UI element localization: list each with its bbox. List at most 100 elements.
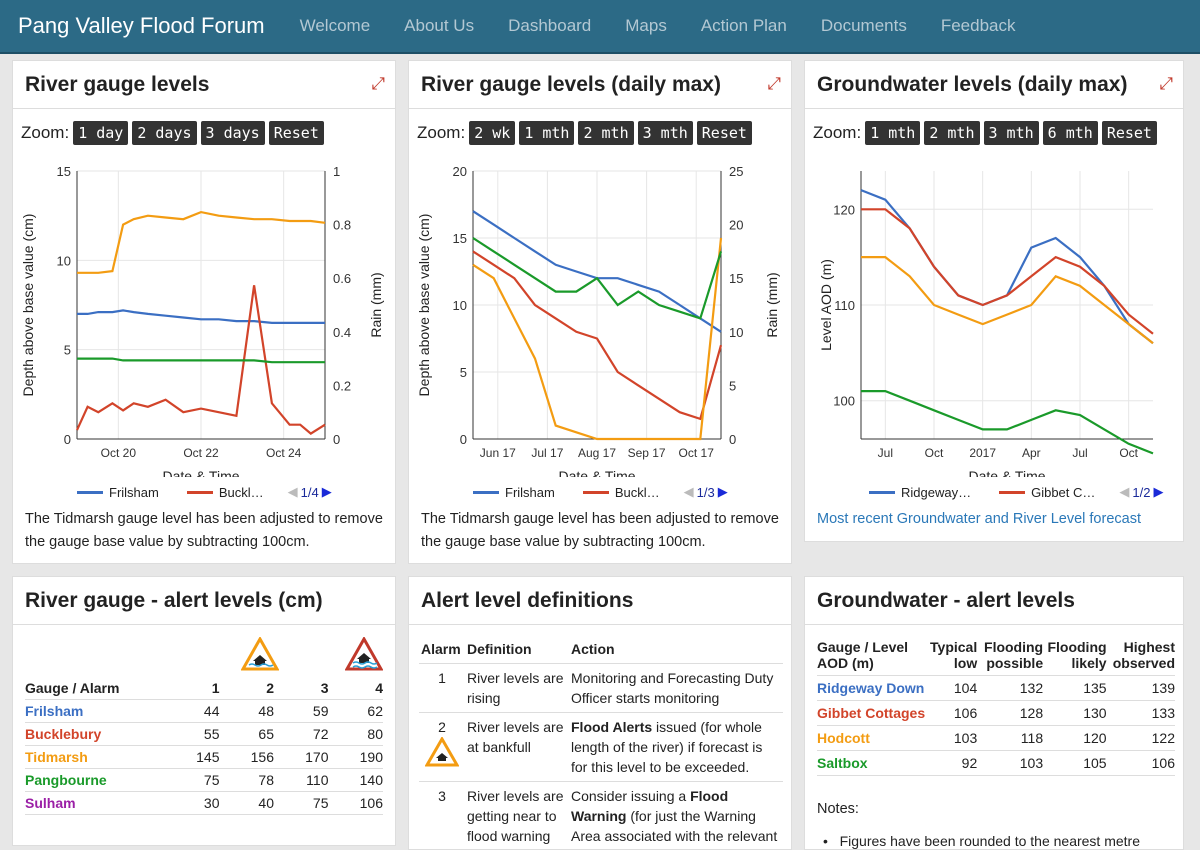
triangle-right-icon[interactable]: ▶ xyxy=(1153,484,1164,499)
nav-welcome[interactable]: Welcome xyxy=(299,16,371,35)
zoom-2-mth-button[interactable]: 2 mth xyxy=(578,121,634,145)
triangle-right-icon[interactable]: ▶ xyxy=(321,484,332,499)
zoom-3-days-button[interactable]: 3 days xyxy=(200,121,265,145)
legend-item[interactable]: Gibbet C… xyxy=(1031,484,1096,500)
y2-tick-label: 0 xyxy=(333,432,340,447)
y-tick-label: 15 xyxy=(453,231,467,246)
gauge-name: Bucklebury xyxy=(25,722,165,746)
daily-max-chart[interactable]: 0 5 10 15 20 Jun 17 Jul 17 Aug 17 Sep 17 Oct 17 0 5… xyxy=(409,157,792,477)
header-cell: Highest observed xyxy=(1106,635,1175,676)
gauge-name: Ridgeway Down xyxy=(817,675,927,701)
legend-item[interactable]: Buckl… xyxy=(218,484,264,500)
cell: 44 xyxy=(165,699,220,723)
nav-action-plan[interactable]: Action Plan xyxy=(700,16,787,35)
y2-tick-label: 25 xyxy=(729,164,743,179)
groundwater-panel: Groundwater levels (daily max) ⤢ Zoom: 1… xyxy=(804,60,1184,542)
x-axis-title: Date & Time xyxy=(558,468,635,477)
y2-tick-label: 15 xyxy=(729,271,743,286)
legend-item[interactable]: Frilsham xyxy=(109,484,159,500)
nav-dashboard[interactable]: Dashboard xyxy=(508,16,592,35)
gauge-name: Frilsham xyxy=(25,699,165,723)
y-tick-label: 110 xyxy=(834,298,855,313)
series-line-tidmarsh xyxy=(472,237,723,441)
panel-title: River gauge levels (daily max) xyxy=(409,61,791,109)
zoom-2-days-button[interactable]: 2 days xyxy=(132,121,197,145)
zoom-3-mth-button[interactable]: 3 mth xyxy=(637,121,693,145)
zoom-2-wk-button[interactable]: 2 wk xyxy=(469,121,516,145)
y2-tick-label: 1 xyxy=(333,164,340,179)
action-text: (for just the Warning Area associated wi… xyxy=(571,808,778,849)
x-tick-label: Oct xyxy=(925,446,944,460)
zoom-3-mth-button[interactable]: 3 mth xyxy=(983,121,1039,145)
gauge-alert-table: Gauge / Alarm 1 2 3 4 Frilsham 44 48 59 62 B… xyxy=(25,677,383,815)
legend-item[interactable]: Ridgeway… xyxy=(901,484,972,500)
river-gauge-chart[interactable]: 0 5 10 15 Oct 20 Oct 22 Oct 24 0 0.2 0.4 0.6 0.8 1 Ra… xyxy=(13,157,396,477)
zoom-reset-button[interactable]: Reset xyxy=(1101,121,1157,145)
zoom-1-day-button[interactable]: 1 day xyxy=(73,121,129,145)
gauge-name: Tidmarsh xyxy=(25,745,165,769)
site-brand[interactable]: Pang Valley Flood Forum xyxy=(18,13,265,38)
triangle-left-icon[interactable]: ◀ xyxy=(683,484,694,499)
y2-tick-label: 5 xyxy=(729,378,736,393)
y-tick-label: 20 xyxy=(453,164,467,179)
cell: 30 xyxy=(165,791,220,815)
triangle-left-icon[interactable]: ◀ xyxy=(287,484,298,499)
groundwater-chart[interactable]: 100 110 120 Jul Oct 2017 Apr Jul Oct Date & Time L… xyxy=(805,157,1184,477)
table-row: Pangbourne 75 78 110 140 xyxy=(25,768,383,792)
alarm-number: 2 xyxy=(438,719,446,735)
y-tick-label: 120 xyxy=(833,202,855,217)
zoom-6-mth-button[interactable]: 6 mth xyxy=(1042,121,1098,145)
x-tick-label: Oct 17 xyxy=(679,446,715,460)
zoom-reset-button[interactable]: Reset xyxy=(696,121,752,145)
cell: 128 xyxy=(977,700,1044,726)
table-row: Hodcott 103 118 120 122 xyxy=(817,725,1175,751)
triangle-left-icon[interactable]: ◀ xyxy=(1119,484,1130,499)
nav-about-us[interactable]: About Us xyxy=(404,16,475,35)
cell: 133 xyxy=(1106,700,1175,726)
series-line-frilsham xyxy=(77,309,325,324)
cell: 72 xyxy=(274,722,329,746)
series-line-pangbourne xyxy=(77,357,325,364)
zoom-controls: Zoom: 1 mth 2 mth 3 mth 6 mth Reset xyxy=(813,121,1161,145)
y2-tick-label: 0.2 xyxy=(333,378,351,393)
legend-item[interactable]: Frilsham xyxy=(505,484,555,500)
expand-arrows-icon[interactable]: ⤢ xyxy=(371,74,385,93)
nav-feedback[interactable]: Feedback xyxy=(940,16,1016,35)
cell: 40 xyxy=(219,791,274,815)
y-tick-label: 5 xyxy=(460,365,467,380)
groundwater-alert-panel: Groundwater - alert levels Gauge / Level… xyxy=(804,576,1184,850)
zoom-1-mth-button[interactable]: 1 mth xyxy=(519,121,575,145)
zoom-reset-button[interactable]: Reset xyxy=(268,121,324,145)
y-tick-label: 5 xyxy=(64,343,71,358)
x-tick-label: Oct xyxy=(1119,446,1138,460)
panel-title: Groundwater - alert levels xyxy=(805,577,1183,625)
expand-arrows-icon[interactable]: ⤢ xyxy=(767,74,781,93)
header-cell: Flooding possible xyxy=(977,635,1044,676)
notes-label: Notes: xyxy=(817,801,859,817)
zoom-1-mth-button[interactable]: 1 mth xyxy=(865,121,921,145)
zoom-2-mth-button[interactable]: 2 mth xyxy=(924,121,980,145)
flood-warning-icon xyxy=(345,637,383,671)
legend-item[interactable]: Buckl… xyxy=(614,484,660,500)
triangle-right-icon[interactable]: ▶ xyxy=(717,484,728,499)
nav-documents[interactable]: Documents xyxy=(820,16,907,35)
definition-cell: River levels are rising xyxy=(465,663,569,713)
daily-max-panel: River gauge levels (daily max) ⤢ Zoom: 2… xyxy=(408,60,792,564)
cell: 48 xyxy=(219,699,274,723)
series-line-pangbourne xyxy=(472,237,723,320)
forecast-link[interactable]: Most recent Groundwater and River Level … xyxy=(817,511,1141,527)
panel-title: River gauge levels xyxy=(13,61,395,109)
header-cell: 4 xyxy=(328,677,383,700)
cell: 106 xyxy=(1106,750,1175,776)
header-cell: Alarm xyxy=(419,635,465,664)
cell: 105 xyxy=(1043,750,1107,776)
cell: 65 xyxy=(219,722,274,746)
series-line-saltbox xyxy=(861,390,1154,455)
y-axis-title: Depth above base value (cm) xyxy=(416,214,432,397)
table-row: 2 River levels are at bankfull Flood Ale… xyxy=(419,712,783,782)
cell: 132 xyxy=(977,675,1044,701)
expand-arrows-icon[interactable]: ⤢ xyxy=(1159,74,1173,93)
cell: 156 xyxy=(219,745,274,769)
header-cell: 3 xyxy=(274,677,329,700)
nav-maps[interactable]: Maps xyxy=(625,16,667,35)
